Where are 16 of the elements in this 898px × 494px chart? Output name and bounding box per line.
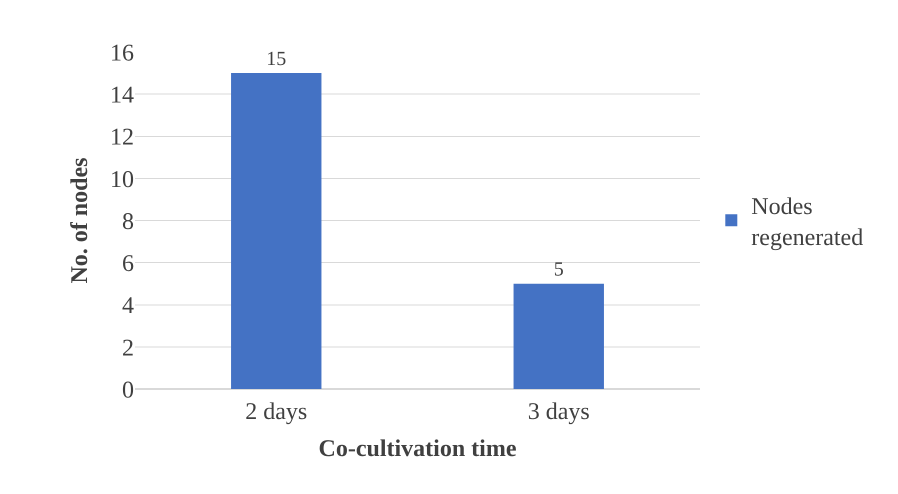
y-tick-label: 4 bbox=[122, 293, 134, 320]
y-tick-label: 8 bbox=[122, 208, 134, 235]
y-tick-label: 2 bbox=[122, 335, 134, 362]
y-tick-label: 6 bbox=[122, 251, 134, 278]
y-tick-label: 14 bbox=[110, 82, 134, 109]
y-tick-label: 10 bbox=[110, 166, 134, 193]
y-axis-title: No. of nodes bbox=[67, 157, 94, 284]
data-label: 15 bbox=[266, 48, 286, 70]
x-tick-label: 3 days bbox=[528, 398, 590, 425]
data-label: 5 bbox=[554, 258, 564, 281]
x-axis-title: Co-cultivation time bbox=[318, 436, 517, 462]
x-tick-label: 2 days bbox=[245, 398, 308, 425]
y-tick-label: 0 bbox=[122, 377, 134, 404]
y-tick-label: 16 bbox=[110, 40, 134, 66]
y-tick-label: 12 bbox=[110, 124, 134, 151]
legend-label: Nodes regenerated bbox=[751, 194, 864, 252]
